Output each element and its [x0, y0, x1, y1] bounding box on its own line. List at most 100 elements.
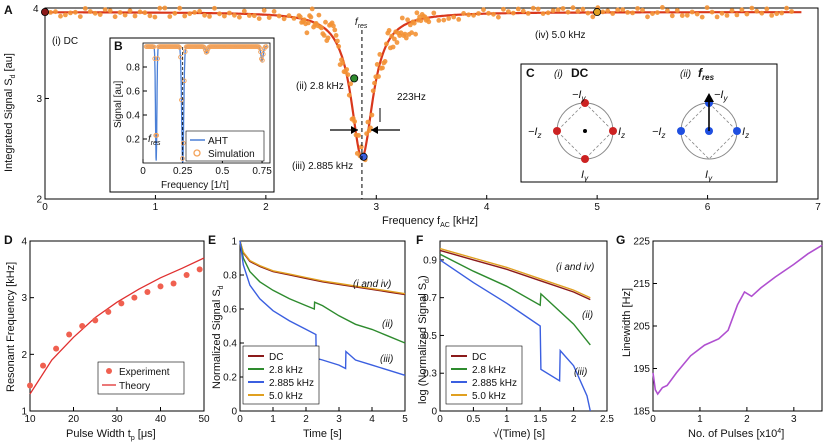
legend-entry: 2.885 kHz [269, 378, 314, 389]
y-tick-label: 0.9 [423, 255, 437, 266]
experiment-point [131, 294, 138, 301]
data-point [132, 13, 138, 19]
data-point [369, 112, 375, 118]
y-tick-label: 215 [633, 279, 650, 290]
x-tick-label: 50 [198, 414, 210, 425]
data-point [565, 9, 571, 15]
data-point [625, 10, 630, 15]
data-point [590, 14, 596, 20]
data-point [256, 16, 262, 21]
bloch-right-title: fres [698, 66, 715, 82]
data-point [530, 5, 536, 11]
panel-g: G 0 1 2 3 185 195 205 215 225 Linewidth [Hz] No.… [616, 233, 823, 440]
data-point [386, 28, 392, 33]
data-point [142, 10, 148, 16]
data-point [316, 12, 322, 18]
bloch-sphere-right [677, 93, 741, 160]
x-tick-label: 2.5 [600, 414, 614, 425]
data-point [525, 11, 531, 16]
sim-point [154, 133, 160, 138]
data-point [390, 44, 396, 50]
x-tick-label: 0.5 [215, 166, 229, 177]
data-point [336, 44, 342, 49]
legend-entry: 2.8 kHz [269, 365, 303, 376]
data-point [358, 144, 364, 150]
data-point [309, 6, 315, 12]
legend-entry: DC [269, 352, 283, 363]
x-tick-label: 3 [336, 414, 342, 425]
panel-e-ylabel: Normalized Signal Sd [211, 285, 225, 389]
panel-b: B 0 0.25 0.5 0.75 0.2 0.4 0.6 0.8 Signal [au] F… [109, 37, 275, 193]
series-khz50 [439, 247, 591, 299]
panel-label-e: E [208, 233, 216, 247]
data-point [699, 14, 705, 20]
data-point [345, 72, 351, 78]
data-point [157, 5, 163, 11]
data-point [380, 65, 385, 71]
data-point [754, 8, 760, 14]
sim-point [180, 156, 185, 161]
sim-point [204, 49, 210, 55]
x-tick-label: 1 [270, 414, 276, 425]
panel-b-ylabel: Signal [au] [113, 81, 124, 128]
data-point [376, 74, 381, 79]
data-point [560, 6, 566, 11]
data-point [431, 10, 437, 16]
data-point [63, 12, 68, 18]
y-tick-label: 0 [231, 407, 237, 418]
data-point [764, 6, 770, 12]
data-point [402, 31, 408, 37]
y-tick-label: 3 [36, 94, 42, 105]
panel-f-ann-iii: (iii) [574, 367, 587, 378]
data-point [241, 8, 247, 14]
data-point [368, 125, 373, 131]
panel-label-a: A [4, 3, 13, 17]
data-point [669, 13, 675, 19]
data-point [291, 16, 297, 21]
panel-d-plot [27, 257, 205, 395]
data-point [107, 8, 113, 14]
x-tick-label: 2 [571, 414, 577, 425]
panel-f-ann-ii: (ii) [582, 310, 593, 321]
data-point [411, 20, 417, 26]
experiment-point [183, 272, 190, 278]
y-tick-label: 225 [633, 237, 650, 248]
data-point [724, 13, 730, 18]
legend-experiment: Experiment [119, 367, 170, 378]
bloch-left-iz: Iz [618, 126, 625, 140]
y-tick-label: 0.5 [423, 331, 437, 342]
data-point [674, 8, 680, 13]
panel-b-legend: AHT Simulation [185, 130, 265, 162]
data-point [744, 11, 750, 17]
experiment-point [157, 283, 164, 290]
data-point [212, 5, 217, 11]
data-point [348, 81, 354, 87]
panel-a-points [41, 5, 794, 163]
linewidth-label: 223Hz [397, 92, 426, 103]
y-tick-label: 0.6 [223, 305, 237, 316]
data-point [333, 33, 339, 38]
panel-d: D 10 20 30 40 50 1 2 3 4 Resonant Frequency [kHz… [4, 233, 210, 442]
panel-e-ticks: 0 1 2 3 4 5 0 0.2 0.4 0.6 0.8 1 [223, 237, 408, 426]
x-tick-label: 1 [697, 414, 703, 425]
data-point [679, 13, 685, 18]
x-tick-label: 4 [484, 202, 490, 213]
data-point [640, 7, 645, 13]
data-point [550, 8, 556, 14]
data-point [585, 10, 591, 16]
legend-entry: DC [472, 352, 486, 363]
data-point [749, 5, 755, 11]
panel-a-xlabel: Frequency fAC [kHz] [382, 215, 478, 229]
data-point [784, 5, 789, 11]
x-tick-label: 1.5 [533, 414, 547, 425]
highlight-point [359, 152, 368, 161]
data-point [261, 7, 267, 13]
bloch-left-roman: (i) [554, 69, 563, 80]
panel-f-plot [439, 247, 591, 412]
panel-e: E 0 1 2 3 4 5 0 0.2 0.4 0.6 0.8 1 Normalized Signal… [208, 233, 408, 440]
panel-g-ylabel: Linewidth [Hz] [621, 288, 633, 357]
panel-a-ticks: 0 1 2 3 4 5 6 7 2 3 [36, 94, 821, 213]
data-point [92, 10, 98, 16]
data-point [650, 11, 655, 16]
